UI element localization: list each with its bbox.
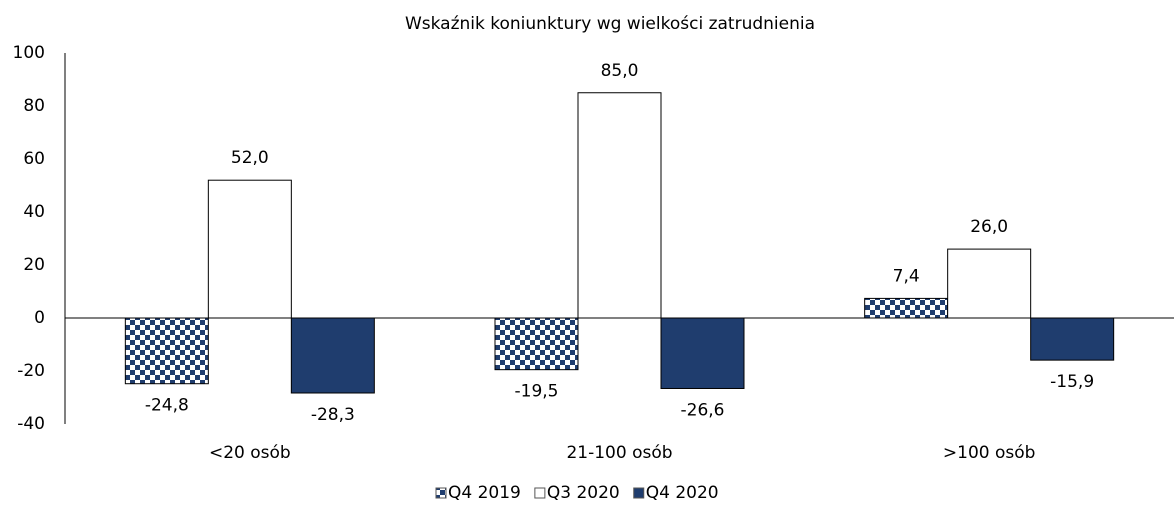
value-label: -24,8 [145,396,189,416]
legend-swatch [534,487,546,499]
bar [660,317,745,389]
legend-label: Q3 2020 [547,483,620,503]
value-label: 26,0 [970,217,1008,237]
value-label: -19,5 [515,382,559,402]
bar [207,179,292,319]
legend-label: Q4 2020 [646,483,719,503]
y-tick-label: 100 [13,43,45,63]
bar [864,297,949,319]
legend-swatch [435,487,447,499]
legend-label: Q4 2019 [448,483,521,503]
x-tick-label: >100 osób [943,443,1036,463]
y-tick-label: 20 [23,255,45,275]
y-tick-label: -20 [17,361,45,381]
value-label: -26,6 [681,400,725,420]
x-tick-label: <20 osób [209,443,291,463]
bar [124,317,209,385]
value-label: 52,0 [231,148,269,168]
value-label: -28,3 [311,405,355,425]
x-tick-label: 21-100 osób [566,443,672,463]
chart-title: Wskaźnik koniunktury wg wielkości zatrud… [405,14,815,34]
y-tick-label: -40 [17,414,45,434]
legend-swatch [633,487,645,499]
y-tick-label: 60 [23,149,45,169]
y-tick-label: 0 [34,308,45,328]
bar [290,317,375,394]
value-label: -15,9 [1050,372,1094,392]
bar [577,92,662,319]
bar [1030,317,1115,361]
value-label: 7,4 [893,266,920,286]
y-tick-label: 40 [23,202,45,222]
y-tick-label: 80 [23,96,45,116]
value-label: 85,0 [601,61,639,81]
bar [947,248,1032,319]
bar [494,317,579,371]
